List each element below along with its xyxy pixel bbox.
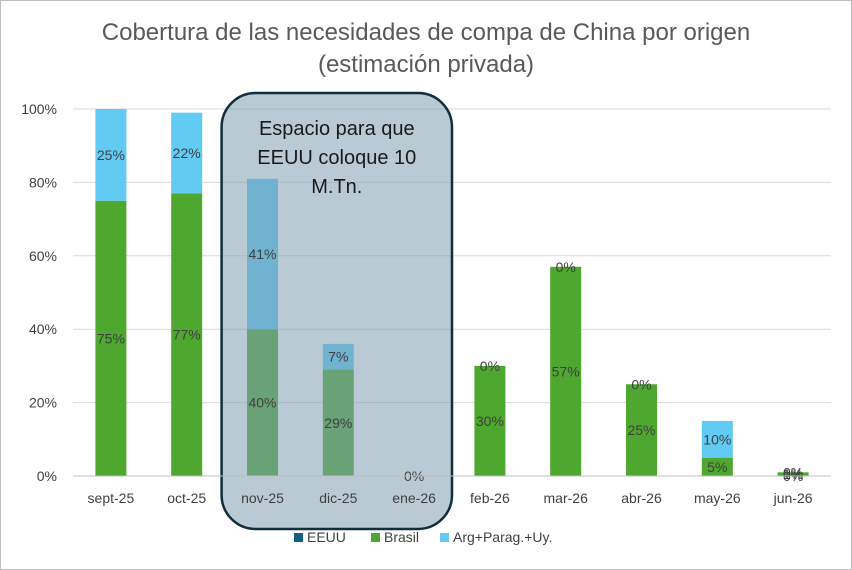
legend-label-brasil: Brasil [384,529,419,545]
chart-title: Cobertura de las necesidades de compa de… [101,19,751,78]
data-label-brasil-mar-26: 57% [552,363,580,379]
y-tick-label: 20% [29,395,57,411]
legend-swatch-brasil [371,533,380,542]
bar-arg-parag-uy-may-26 [701,420,733,458]
data-label-arg-parag-uy-nov-25: 41% [248,246,276,262]
data-label-arg-parag-uy-dic-25: 7% [328,349,348,365]
x-tick-label: may-26 [694,490,741,506]
legend-swatch-arg-parag-uy [440,533,449,542]
axes: 0% 20% 40% 60% 80% 100% sept-25 oct-25 nov-25 dic… [21,101,831,506]
data-label-arg-parag-uy-abr-26: 0% [631,376,651,392]
x-tick-label: dic-25 [319,490,357,506]
annotation-text: Espacio para que [259,118,415,140]
x-tick-label: jun-26 [773,490,813,506]
annotation-overlay: Espacio para que EEUU coloque 10 M.Tn. [220,91,454,531]
x-tick-label: oct-25 [167,490,206,506]
bar-brasil-jun-26 [777,472,809,476]
x-tick-label: feb-26 [470,490,510,506]
data-label-brasil-oct-25: 77% [173,327,201,343]
data-label-arg-parag-uy-mar-26: 0% [556,259,576,275]
x-tick-label: mar-26 [544,490,589,506]
data-label-brasil-sept-25: 75% [97,330,125,346]
x-tick-label: abr-26 [621,490,662,506]
bar-brasil-sept-25 [95,200,127,476]
data-label-arg-parag-uy-feb-26: 0% [480,358,500,374]
data-label-brasil-may-26: 5% [707,459,727,475]
data-labels: 75% 25% 77% 22% 40% 41% 29% 7% 0% 30% 0% 57% 0% 25% 0%… [97,145,803,484]
annotation-box [220,91,454,531]
data-label-arg-parag-uy-oct-25: 22% [173,145,201,161]
bar-brasil-feb-26 [474,365,506,476]
legend: EEUU Brasil Arg+Parag.+Uy. [294,529,552,545]
bar-brasil-abr-26 [626,384,657,476]
data-label-arg-parag-uy-jun-26: 0% [783,464,803,480]
x-tick-label: ene-26 [392,490,436,506]
y-tick-label: 60% [29,248,57,264]
data-label-brasil-dic-25: 29% [324,415,352,431]
data-label-brasil-feb-26: 30% [476,413,504,429]
bar-brasil-oct-25 [171,193,203,476]
y-tick-label: 100% [21,101,57,117]
x-tick-label: nov-25 [241,490,284,506]
bar-arg-parag-uy-oct-25 [171,112,203,194]
data-label-brasil-nov-25: 40% [248,395,276,411]
data-label-brasil-abr-26: 25% [627,422,655,438]
data-label-brasil-jun-26: 1% [783,466,803,482]
legend-label-eeuu: EEUU [307,529,346,545]
bar-brasil-may-26 [701,457,733,476]
y-tick-label: 0% [37,468,57,484]
bar-brasil-mar-26 [550,266,582,476]
x-tick-label: sept-25 [88,490,135,506]
bar-arg-parag-uy-sept-25 [95,109,127,201]
legend-swatch-eeuu [294,533,303,542]
data-label-arg-parag-uy-sept-25: 25% [97,147,125,163]
annotation-text: M.Tn. [311,176,362,198]
y-tick-label: 40% [29,321,57,337]
y-tick-label: 80% [29,174,57,190]
legend-label-arg-parag-uy: Arg+Parag.+Uy. [453,529,552,545]
data-label-arg-parag-uy-may-26: 10% [703,431,731,447]
annotation-text: EEUU coloque 10 [257,147,416,169]
